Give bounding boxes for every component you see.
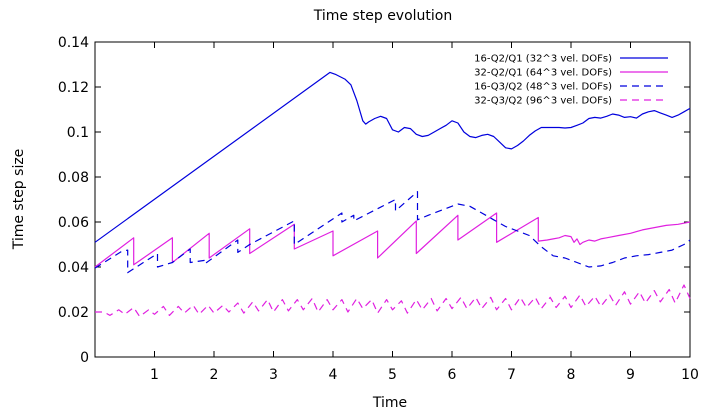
x-tick-label: 4 bbox=[329, 367, 338, 383]
y-tick-label: 0.06 bbox=[58, 215, 89, 231]
x-tick-label: 9 bbox=[626, 367, 635, 383]
y-tick-label: 0.02 bbox=[58, 305, 89, 321]
x-tick-label: 1 bbox=[150, 367, 159, 383]
x-axis: 1 2 3 4 5 6 7 8 9 10 bbox=[150, 42, 699, 383]
x-tick-label: 10 bbox=[681, 367, 699, 383]
series-line-2 bbox=[94, 212, 691, 268]
series-line-3 bbox=[94, 191, 691, 274]
y-axis-title: Time step size bbox=[11, 149, 27, 251]
y-tick-label: 0.14 bbox=[58, 35, 89, 51]
series-line-4 bbox=[95, 284, 691, 318]
y-tick-label: 0 bbox=[80, 350, 89, 366]
legend-label: 16-Q3/Q2 (48^3 vel. DOFs) bbox=[474, 82, 612, 93]
legend-label: 32-Q2/Q1 (64^3 vel. DOFs) bbox=[474, 68, 612, 79]
series-layer bbox=[94, 71, 691, 318]
chart-title: Time step evolution bbox=[313, 8, 453, 24]
x-tick-label: 6 bbox=[448, 367, 457, 383]
y-tick-label: 0.1 bbox=[67, 125, 89, 141]
x-tick-label: 7 bbox=[507, 367, 516, 383]
y-tick-label: 0.04 bbox=[58, 260, 89, 276]
x-tick-label: 8 bbox=[567, 367, 576, 383]
y-axis: 0 0.02 0.04 0.06 0.08 0.1 0.12 0.14 bbox=[58, 35, 690, 366]
legend-label: 16-Q2/Q1 (32^3 vel. DOFs) bbox=[474, 54, 612, 65]
series-line-1 bbox=[94, 71, 691, 243]
y-tick-label: 0.12 bbox=[58, 80, 89, 96]
x-axis-title: Time bbox=[372, 395, 407, 411]
legend-label: 32-Q3/Q2 (96^3 vel. DOFs) bbox=[474, 96, 612, 107]
legend: 16-Q2/Q1 (32^3 vel. DOFs) 32-Q2/Q1 (64^3 … bbox=[474, 54, 668, 107]
x-tick-label: 2 bbox=[210, 367, 219, 383]
x-tick-label: 3 bbox=[269, 367, 278, 383]
x-tick-label: 5 bbox=[388, 367, 397, 383]
y-tick-label: 0.08 bbox=[58, 170, 89, 186]
